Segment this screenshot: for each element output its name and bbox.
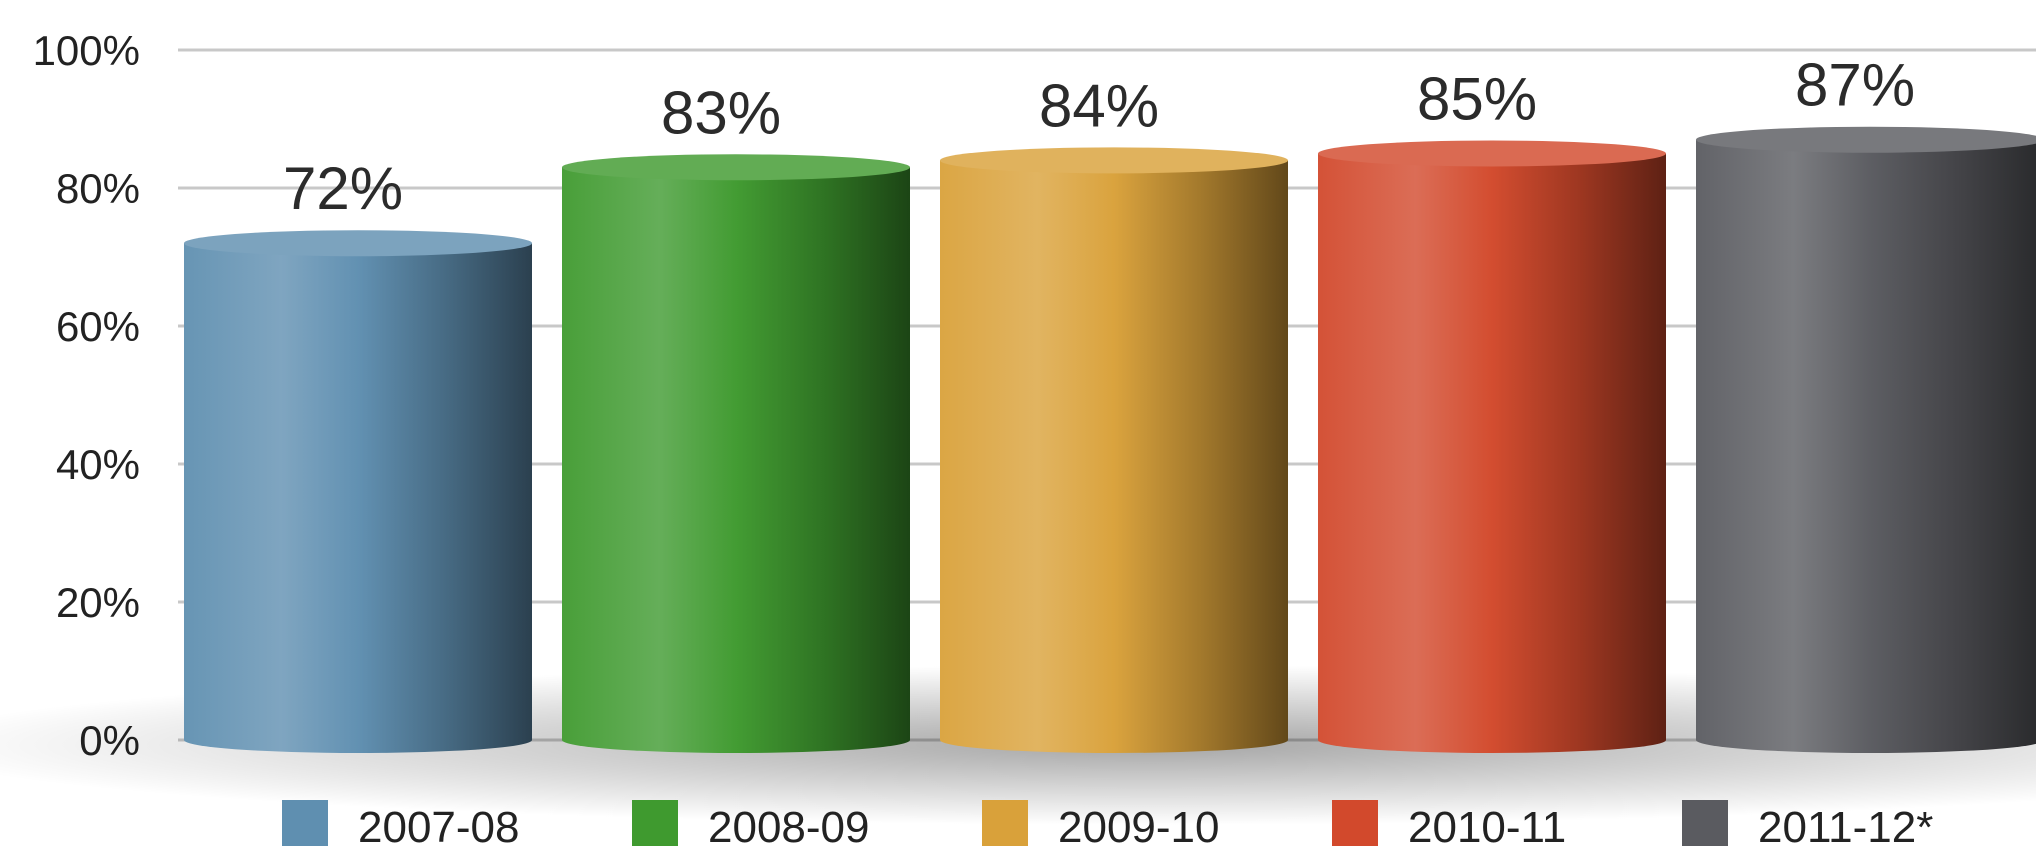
legend-label-2011-12*: 2011-12* bbox=[1758, 803, 1933, 852]
data-label-2010-11: 85% bbox=[1417, 66, 1537, 133]
legend-label-2007-08: 2007-08 bbox=[358, 803, 519, 852]
bar-top-2011-12* bbox=[1696, 126, 2036, 153]
data-label-2007-08: 72% bbox=[283, 155, 403, 222]
legend: 2007-08 2008-09 2009-10 2010-11 2011-12* bbox=[282, 800, 1933, 852]
data-labels: 72% 83% 84% 85% 87% bbox=[283, 52, 1915, 223]
bar-top-2010-11 bbox=[1318, 140, 1666, 167]
legend-swatch-2007-08 bbox=[282, 800, 328, 846]
legend-label-2008-09: 2008-09 bbox=[708, 803, 869, 852]
legend-swatch-2009-10 bbox=[982, 800, 1028, 846]
bar-2008-09 bbox=[562, 167, 910, 754]
bar-2011-12* bbox=[1696, 139, 2036, 753]
data-label-2011-12*: 87% bbox=[1795, 52, 1915, 119]
bar-2009-10 bbox=[940, 160, 1288, 753]
data-label-2009-10: 84% bbox=[1039, 72, 1159, 139]
y-axis-tick-labels: 0%20%40%60%80%100% bbox=[33, 27, 140, 764]
bar-2010-11 bbox=[1318, 153, 1666, 753]
bars bbox=[184, 126, 2036, 754]
y-tick-label: 40% bbox=[56, 441, 140, 488]
y-tick-label: 100% bbox=[33, 27, 140, 74]
y-tick-label: 80% bbox=[56, 165, 140, 212]
bar-top-2009-10 bbox=[940, 147, 1288, 174]
bar-top-2007-08 bbox=[184, 230, 532, 257]
legend-swatch-2008-09 bbox=[632, 800, 678, 846]
data-label-2008-09: 83% bbox=[661, 79, 781, 146]
bar-2007-08 bbox=[184, 243, 532, 753]
legend-swatch-2010-11 bbox=[1332, 800, 1378, 846]
bar-top-2008-09 bbox=[562, 154, 910, 181]
legend-label-2010-11: 2010-11 bbox=[1408, 803, 1566, 852]
legend-label-2009-10: 2009-10 bbox=[1058, 803, 1219, 852]
y-tick-label: 60% bbox=[56, 303, 140, 350]
legend-swatch-2011-12* bbox=[1682, 800, 1728, 846]
y-tick-label: 20% bbox=[56, 579, 140, 626]
